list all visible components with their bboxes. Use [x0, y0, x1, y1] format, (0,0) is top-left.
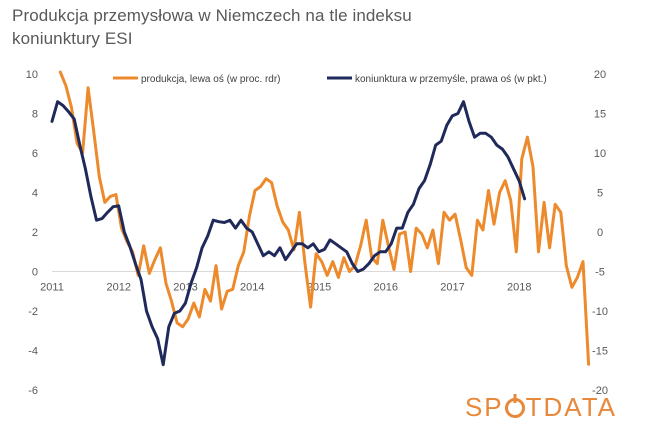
right-tick-label: -20	[592, 385, 608, 397]
chart-title: Produkcja przemysłowa w Niemczech na tle…	[12, 4, 532, 50]
logo-o-icon	[504, 398, 525, 418]
logo-text-before: SP	[464, 392, 504, 422]
x-tick-label: 2015	[307, 282, 331, 294]
right-tick-label: -15	[592, 346, 608, 358]
right-tick-label: 15	[594, 109, 606, 121]
left-tick-label: -2	[28, 306, 38, 318]
logo-text-after: TDATA	[525, 392, 617, 422]
legend-label-1: produkcja, lewa oś (w proc. rdr)	[141, 74, 281, 85]
x-tick-label: 2016	[374, 282, 398, 294]
right-tick-label: 0	[597, 227, 603, 239]
right-tick-label: -10	[592, 306, 608, 318]
x-tick-label: 2018	[507, 282, 531, 294]
left-tick-label: 0	[32, 267, 38, 279]
left-tick-label: 2	[32, 227, 38, 239]
left-tick-label: -4	[28, 346, 38, 358]
legend: produkcja, lewa oś (w proc. rdr) koniunkt…	[113, 74, 547, 85]
spotdata-logo: SP TDATA	[465, 392, 617, 423]
chart-title-line-1: Produkcja przemysłowa w Niemczech na tle…	[12, 6, 412, 25]
x-tick-label: 2013	[173, 282, 197, 294]
legend-label-2: koniunktura w przemyśle, prawa oś (w pkt…	[355, 74, 547, 85]
right-tick-label: 5	[597, 188, 603, 200]
left-tick-label: 6	[32, 148, 38, 160]
left-tick-label: -6	[28, 385, 38, 397]
right-tick-label: -5	[595, 267, 605, 279]
x-tick-label: 2017	[440, 282, 464, 294]
left-tick-label: 8	[32, 109, 38, 121]
left-tick-label: 10	[26, 69, 38, 81]
left-tick-label: 4	[32, 188, 38, 200]
right-tick-label: 20	[594, 69, 606, 81]
right-tick-label: 10	[594, 148, 606, 160]
chart-lines	[50, 70, 591, 367]
chart-title-line-2: koniunktury ESI	[12, 29, 133, 48]
x-tick-label: 2011	[40, 282, 64, 294]
series-line-1	[58, 70, 591, 366]
x-tick-label: 2014	[240, 282, 264, 294]
series-line-2	[50, 100, 527, 367]
x-tick-label: 2012	[107, 282, 131, 294]
